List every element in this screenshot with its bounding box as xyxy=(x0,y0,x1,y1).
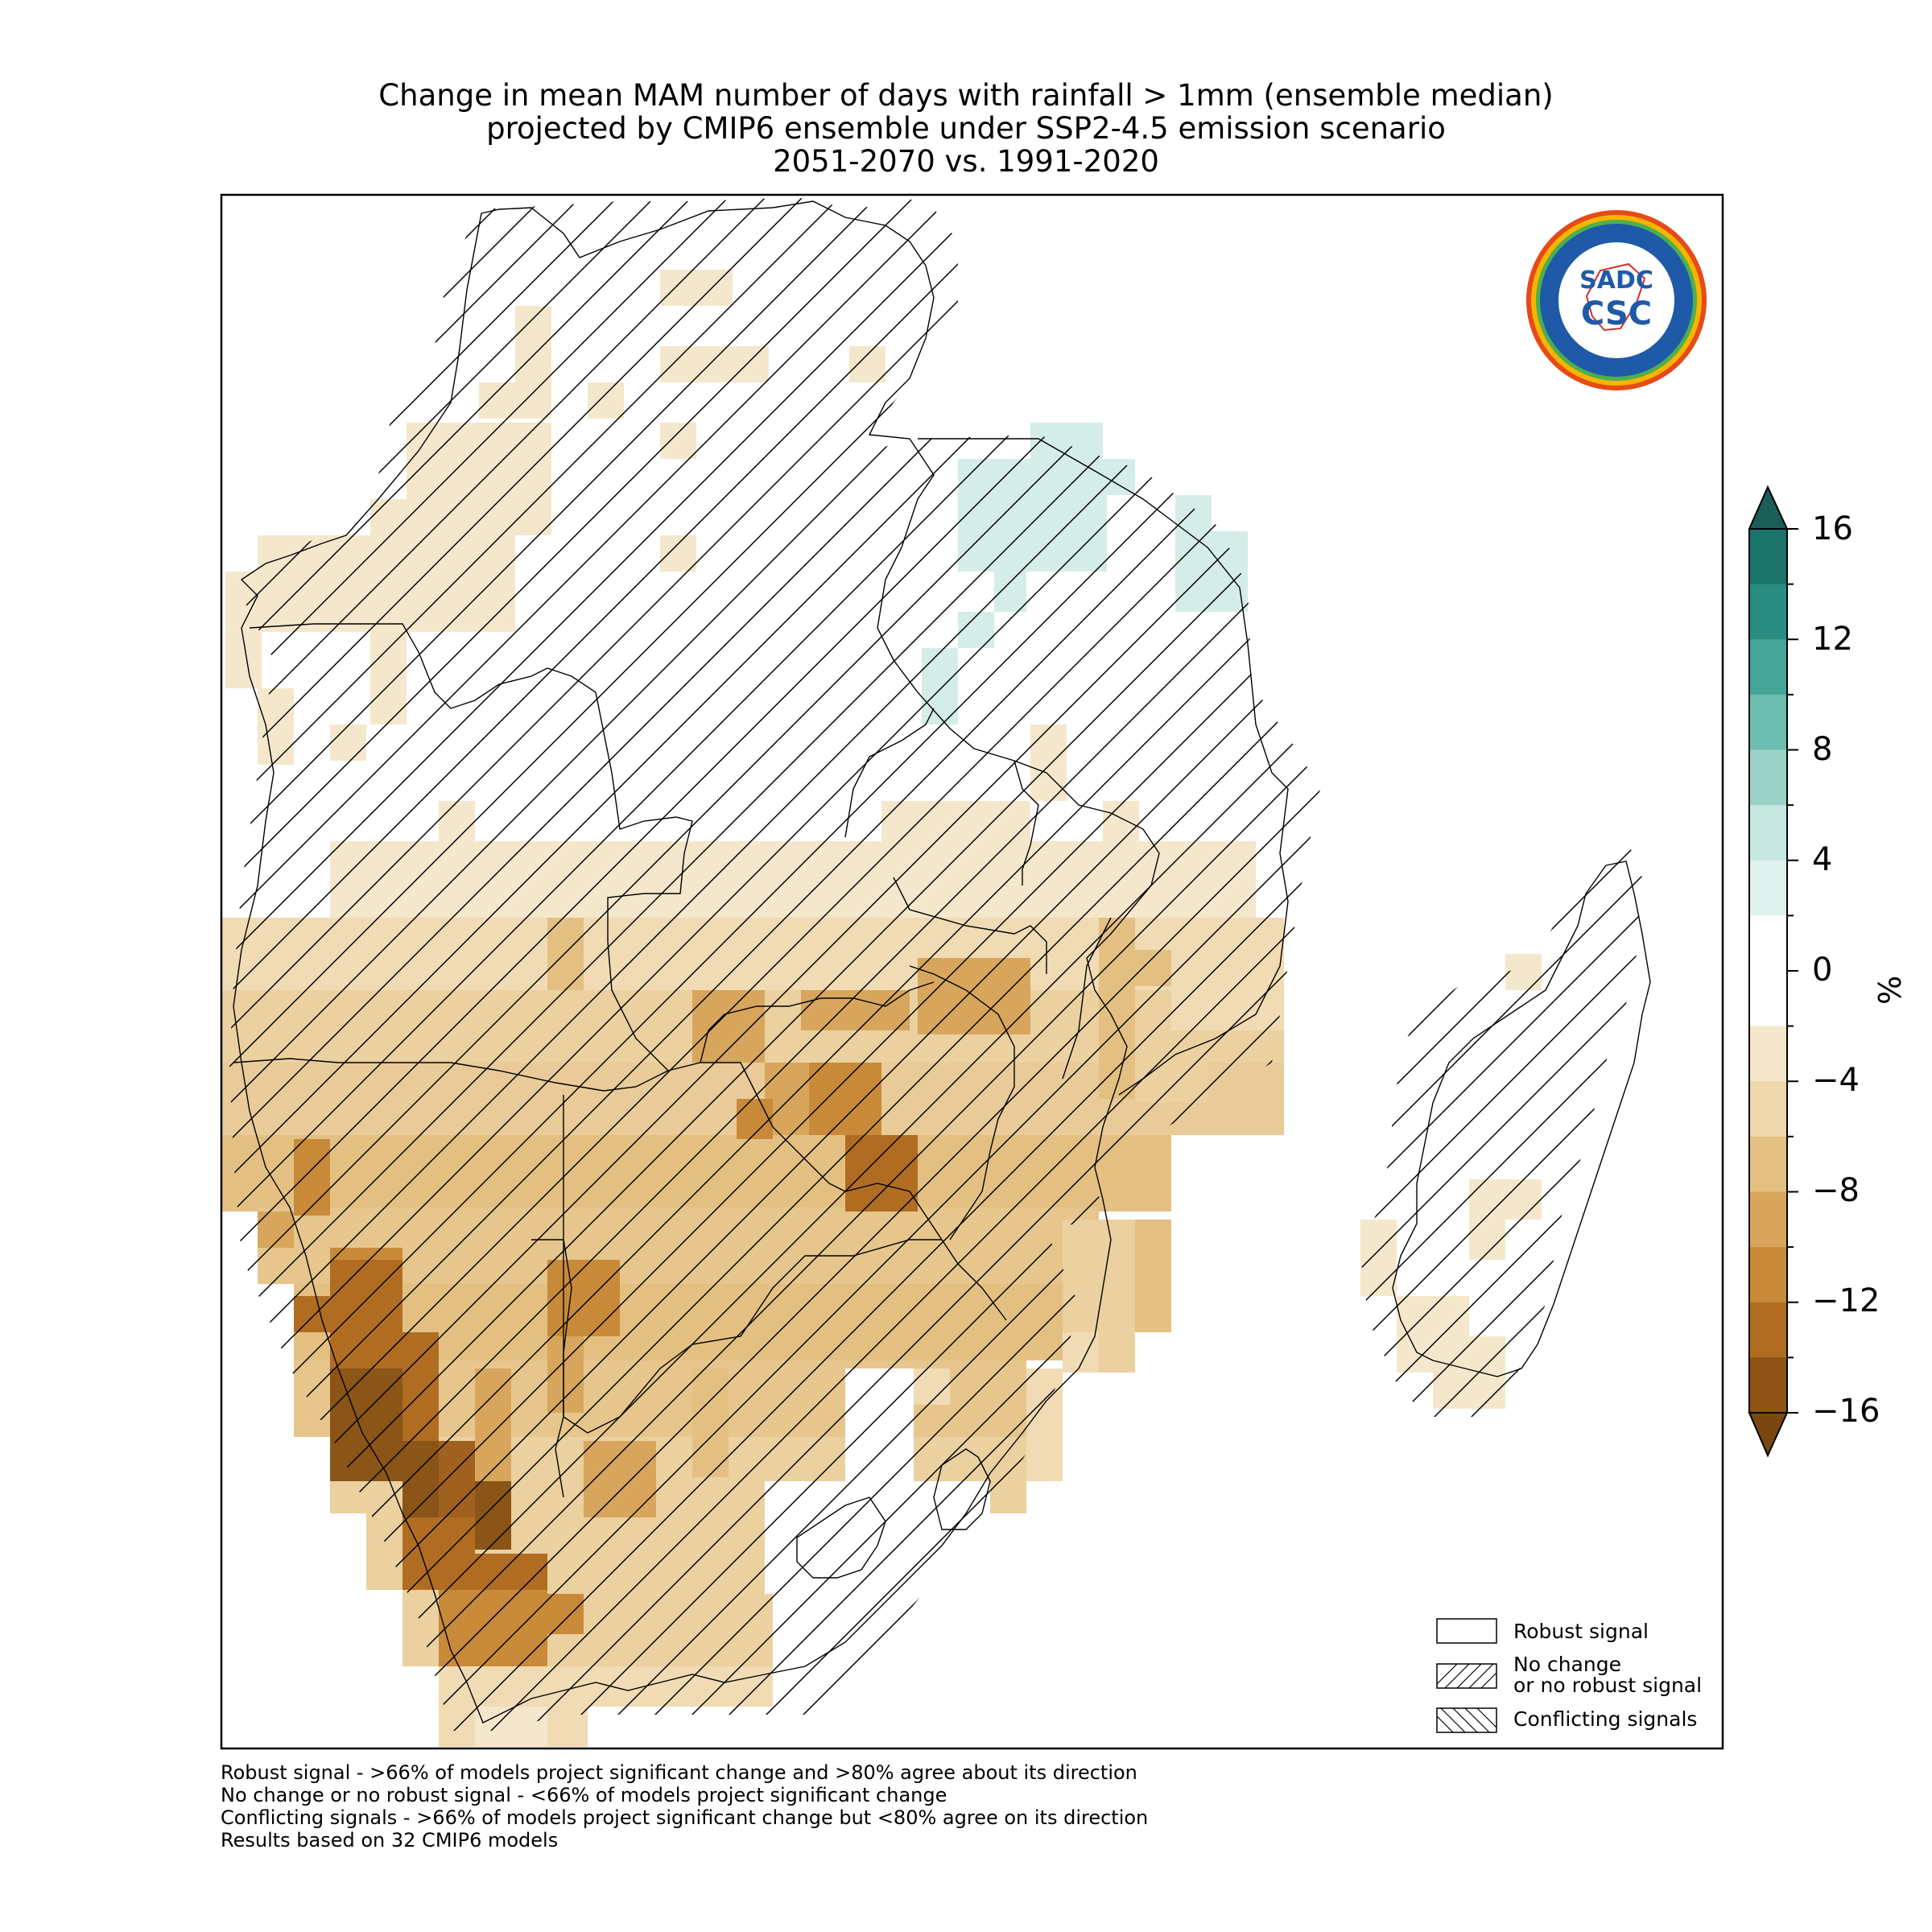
colorbar-tick-0: 0 xyxy=(1812,952,1833,989)
colorbar-tick-8: 8 xyxy=(1812,731,1833,768)
colorbar-tick-minus-8: −8 xyxy=(1812,1172,1860,1209)
footnote-model-count: Results based on 32 CMIP6 models xyxy=(221,1829,559,1852)
colorbar-tick-4: 4 xyxy=(1812,841,1833,878)
country-borders xyxy=(233,200,1289,1724)
sadc-csc-logo: SADC CSC xyxy=(1526,210,1707,390)
footnote-conflicting-definition: Conflicting signals - >66% of models pro… xyxy=(221,1806,1149,1829)
madagascar-outline xyxy=(1392,861,1651,1377)
map-title-line-3: 2051-2070 vs. 1991-2020 xyxy=(773,144,1159,179)
colorbar-cell xyxy=(1749,1136,1787,1192)
legend-label-no-change-2: or no robust signal xyxy=(1513,1674,1703,1697)
map-title-line-1: Change in mean MAM number of days with r… xyxy=(378,78,1554,113)
legend-label-robust: Robust signal xyxy=(1513,1620,1649,1643)
colorbar-cell xyxy=(1749,1191,1787,1248)
svg-text:CSC: CSC xyxy=(1581,295,1652,332)
legend-swatch-no-change xyxy=(1436,1663,1497,1689)
colorbar-cell xyxy=(1749,971,1787,1027)
colorbar-cell xyxy=(1749,1081,1787,1137)
colorbar-tick-minus-4: −4 xyxy=(1812,1062,1860,1099)
colorbar-cell xyxy=(1749,639,1787,696)
colorbar-tick-16: 16 xyxy=(1812,510,1853,547)
colorbar-cell xyxy=(1749,915,1787,972)
colorbar-cell xyxy=(1749,584,1787,640)
colorbar-unit-label: % xyxy=(1872,975,1909,1005)
legend xyxy=(1436,1618,1497,1733)
colorbar-cell xyxy=(1749,1247,1787,1303)
colorbar-cell xyxy=(1749,749,1787,806)
colorbar-tick-12: 12 xyxy=(1812,621,1853,658)
colorbar-extend-bottom xyxy=(1748,1412,1789,1458)
legend-swatch-robust xyxy=(1436,1618,1497,1644)
colorbar-cell xyxy=(1749,529,1787,585)
colorbar-cell xyxy=(1749,694,1787,750)
map-frame-border xyxy=(220,193,1724,1750)
legend-label-no-change-1: No change xyxy=(1513,1653,1621,1676)
colorbar-tick-minus-12: −12 xyxy=(1812,1282,1880,1319)
legend-swatch-conflicting xyxy=(1436,1707,1497,1733)
hatching-no-robust-signal xyxy=(229,197,1642,1731)
footnote-robust-definition: Robust signal - >66% of models project s… xyxy=(221,1761,1137,1784)
colorbar-cell xyxy=(1749,1302,1787,1358)
colorbar-extend-top xyxy=(1748,485,1789,530)
colorbar-tick-minus-16: −16 xyxy=(1812,1393,1880,1430)
colorbar xyxy=(1748,485,1798,1458)
colorbar-cell xyxy=(1749,1357,1787,1414)
colorbar-cell xyxy=(1749,860,1787,916)
footnote-no-change-definition: No change or no robust signal - <66% of … xyxy=(221,1784,947,1806)
colorbar-cell xyxy=(1749,805,1787,861)
colorbar-cell xyxy=(1749,1026,1787,1082)
map-title-line-2: projected by CMIP6 ensemble under SSP2-4… xyxy=(486,111,1446,146)
legend-label-conflicting: Conflicting signals xyxy=(1513,1707,1698,1731)
svg-text:SADC: SADC xyxy=(1579,266,1653,295)
